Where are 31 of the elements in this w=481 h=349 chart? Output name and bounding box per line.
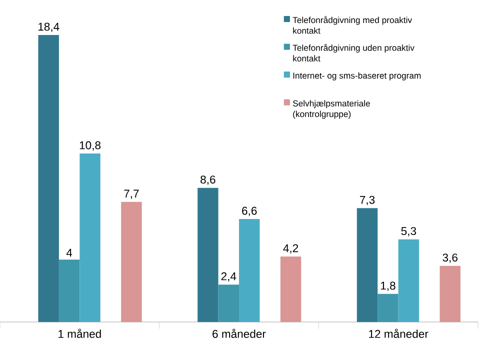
bar	[239, 219, 260, 322]
bar	[121, 202, 142, 322]
data-label: 18,4	[38, 22, 60, 32]
data-label: 6,6	[242, 206, 257, 216]
bar	[198, 188, 218, 322]
bar	[356, 208, 378, 322]
x-tick-label: 1 måned	[58, 328, 101, 338]
legend-label: Telefonrådgivning uden proaktiv kontakt	[292, 44, 414, 62]
data-label: 10,8	[80, 141, 101, 151]
bar	[280, 256, 302, 322]
data-label: 4,2	[283, 244, 298, 254]
legend-label: Telefonrådgivning med proaktiv kontakt	[292, 16, 412, 34]
data-label: 2,4	[221, 272, 236, 282]
x-tick-label: 6 måneder	[212, 328, 266, 338]
data-label: 4	[66, 248, 72, 257]
bar	[38, 34, 59, 322]
bar	[378, 294, 398, 322]
data-label: 1,8	[380, 282, 396, 291]
bar	[58, 260, 80, 322]
data-label: 3,6	[442, 254, 458, 263]
bar	[218, 284, 239, 322]
data-label: 7,3	[360, 196, 375, 206]
data-label: 5,3	[401, 227, 416, 236]
bar	[440, 266, 460, 322]
legend-label: Internet- og sms-baseret program	[293, 72, 421, 80]
bar	[80, 154, 100, 322]
bar	[398, 239, 420, 322]
data-label: 7,7	[124, 190, 139, 199]
legend-label: Selvhjælpsmateriale (kontrolgruppe)	[292, 100, 370, 119]
x-tick-label: 12 måneder	[369, 328, 428, 338]
data-label: 8,6	[200, 176, 216, 185]
